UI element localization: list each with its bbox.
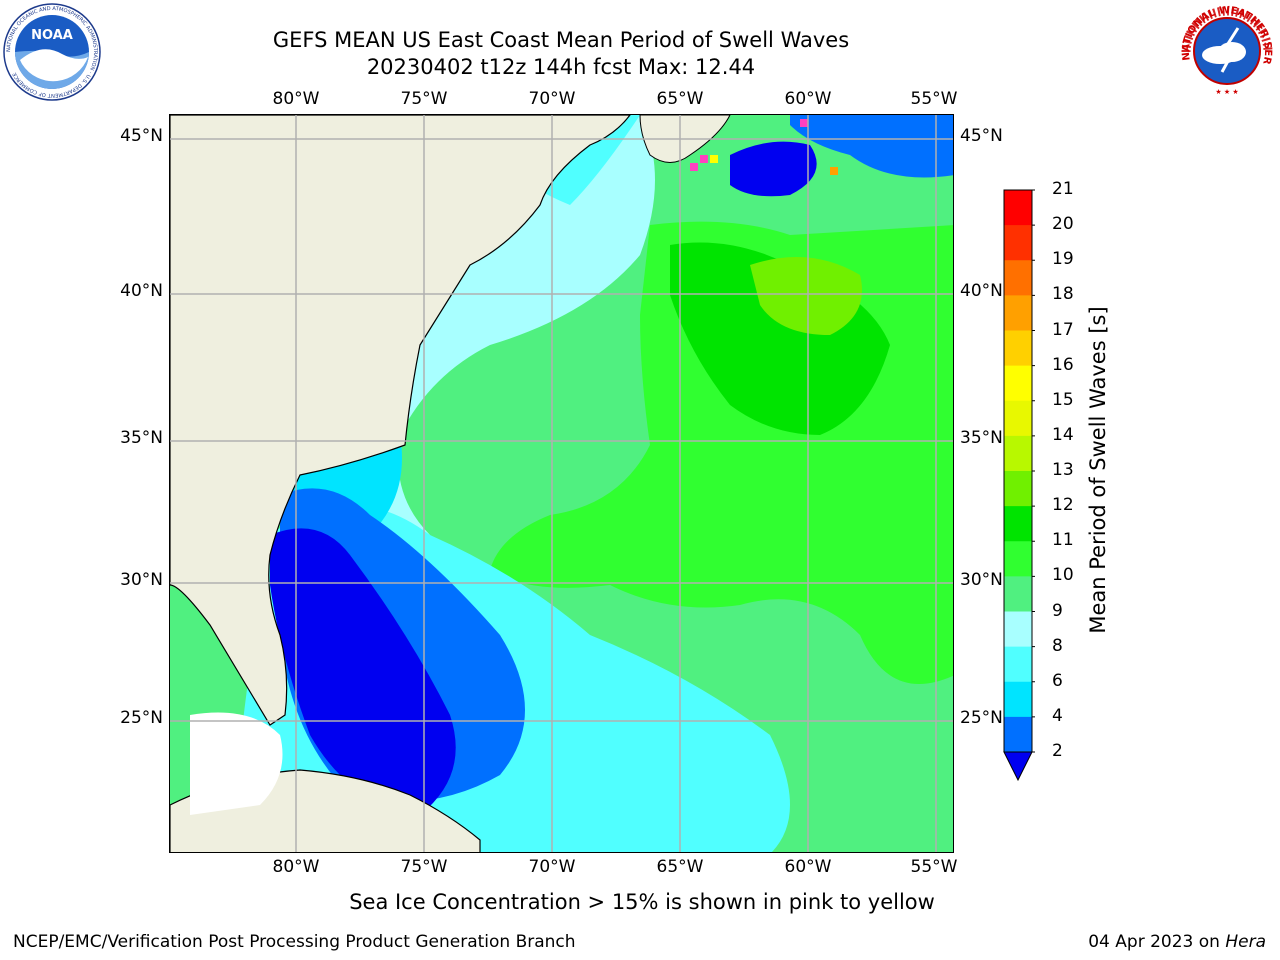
colorbar-tick-label: 14 — [1052, 424, 1074, 445]
colorbar-tick-label: 10 — [1052, 565, 1074, 586]
lat-label-right-45n: 45°N — [960, 126, 1003, 146]
colorbar-bin — [1004, 611, 1032, 648]
lon-label-bottom-80w: 80°W — [272, 857, 320, 877]
sea-ice-pixel — [800, 119, 808, 127]
colorbar-tick-label: 6 — [1052, 670, 1063, 691]
colorbar-bin — [1004, 576, 1032, 612]
lat-label-left-40n: 40°N — [120, 281, 163, 301]
colorbar-bin — [1004, 330, 1032, 367]
colorbar-tick-label: 15 — [1052, 389, 1074, 410]
noaa-logo: NOAA NATIONAL OCEANIC AND ATMOSPHERIC AD… — [2, 2, 102, 102]
svg-text:NOAA: NOAA — [31, 28, 73, 43]
chart-title: GEFS MEAN US East Coast Mean Period of S… — [272, 28, 850, 52]
colorbar-tick-label: 2 — [1052, 741, 1063, 761]
lon-label-bottom-55w: 55°W — [910, 857, 958, 877]
footer-credit: NCEP/EMC/Verification Post Processing Pr… — [13, 932, 576, 952]
footer-date: 04 Apr 2023 on Hera — [1088, 932, 1266, 952]
colorbar-bin — [1004, 681, 1032, 718]
sea-ice-pixel — [710, 155, 718, 163]
colorbar-bin — [1004, 365, 1032, 402]
lat-label-left-25n: 25°N — [120, 708, 163, 728]
chart-subtitle: 20230402 t12z 144h fcst Max: 12.44 — [366, 55, 756, 79]
colorbar-tick-label: 18 — [1052, 284, 1074, 305]
sea-ice-pixel — [690, 163, 698, 171]
colorbar-bin — [1004, 260, 1032, 296]
colorbar-bin — [1004, 716, 1032, 753]
lon-label-top-65w: 65°W — [656, 89, 704, 109]
colorbar-bin — [1004, 506, 1032, 542]
lon-label-bottom-60w: 60°W — [784, 857, 832, 877]
colorbar-tick-label: 20 — [1052, 214, 1074, 235]
sea-ice-pixel — [700, 155, 708, 163]
lat-label-right-25n: 25°N — [960, 708, 1003, 728]
lon-label-top-75w: 75°W — [400, 89, 448, 109]
lat-label-left-30n: 30°N — [120, 570, 163, 590]
lat-label-right-40n: 40°N — [960, 281, 1003, 301]
ocean-field-2-4-ne — [790, 115, 953, 178]
footer-date-text: 04 Apr 2023 on — [1088, 932, 1226, 952]
lon-label-bottom-70w: 70°W — [528, 857, 576, 877]
colorbar-tick-label: 8 — [1052, 635, 1063, 656]
colorbar-tick-label: 17 — [1052, 319, 1074, 340]
colorbar-bin — [1004, 541, 1032, 577]
svg-text:★ ★ ★: ★ ★ ★ — [1215, 88, 1238, 96]
colorbar-tick-label: 12 — [1052, 495, 1074, 516]
colorbar-bin — [1004, 646, 1032, 683]
land-north-america — [170, 115, 631, 726]
graticule — [170, 115, 953, 852]
colorbar-bin — [1004, 190, 1032, 226]
lon-label-bottom-75w: 75°W — [400, 857, 448, 877]
colorbar-bin — [1004, 225, 1032, 261]
colorbar — [1003, 188, 1035, 792]
colorbar-tick-label: 21 — [1052, 179, 1074, 199]
colorbar-title: Mean Period of Swell Waves [s] — [1086, 306, 1110, 634]
bahamas-white-shelf — [190, 712, 283, 815]
colorbar-tick-label: 9 — [1052, 600, 1063, 621]
lat-label-right-35n: 35°N — [960, 428, 1003, 448]
sea-ice-note: Sea Ice Concentration > 15% is shown in … — [349, 890, 935, 914]
ocean-field-below-2-north — [730, 141, 817, 197]
lat-label-left-35n: 35°N — [120, 428, 163, 448]
lon-label-top-55w: 55°W — [910, 89, 958, 109]
colorbar-tick-label: 4 — [1052, 705, 1063, 726]
lat-label-right-30n: 30°N — [960, 570, 1003, 590]
ocean-field-below-2 — [270, 528, 456, 815]
colorbar-tick-label: 11 — [1052, 530, 1074, 551]
lon-label-top-70w: 70°W — [528, 89, 576, 109]
ocean-field-12-13 — [750, 257, 862, 335]
nws-logo: ★ ★ ★ NATIONAL WEATHER SERVICE — [1172, 0, 1278, 102]
colorbar-tick-label: 13 — [1052, 460, 1074, 480]
colorbar-tick-label: 16 — [1052, 354, 1074, 375]
colorbar-extend-triangle — [1003, 751, 1033, 782]
lat-label-left-45n: 45°N — [120, 126, 163, 146]
lon-label-top-60w: 60°W — [784, 89, 832, 109]
colorbar-tick-label: 19 — [1052, 249, 1074, 270]
footer-machine: Hera — [1225, 932, 1266, 952]
colorbar-bin — [1004, 295, 1032, 331]
colorbar-bin — [1004, 471, 1032, 507]
sea-ice-pixel — [830, 167, 838, 175]
colorbar-bin — [1004, 400, 1032, 437]
lon-label-bottom-65w: 65°W — [656, 857, 704, 877]
lon-label-top-80w: 80°W — [272, 89, 320, 109]
colorbar-bin — [1004, 435, 1032, 472]
map-panel — [169, 114, 954, 853]
